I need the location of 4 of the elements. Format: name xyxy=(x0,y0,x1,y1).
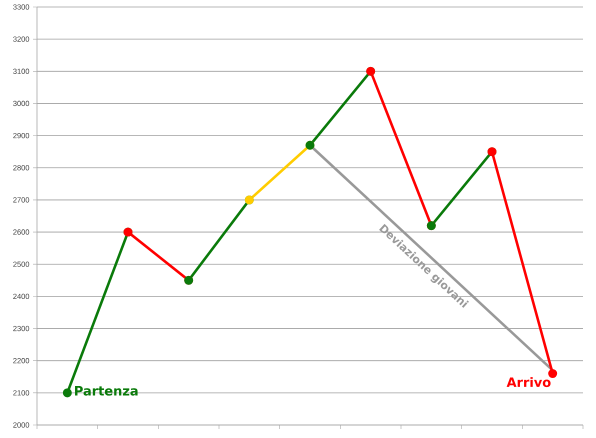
annotation: Arrivo xyxy=(506,377,551,388)
annotation: Partenza xyxy=(75,386,138,396)
point xyxy=(548,369,558,378)
point xyxy=(62,388,72,398)
